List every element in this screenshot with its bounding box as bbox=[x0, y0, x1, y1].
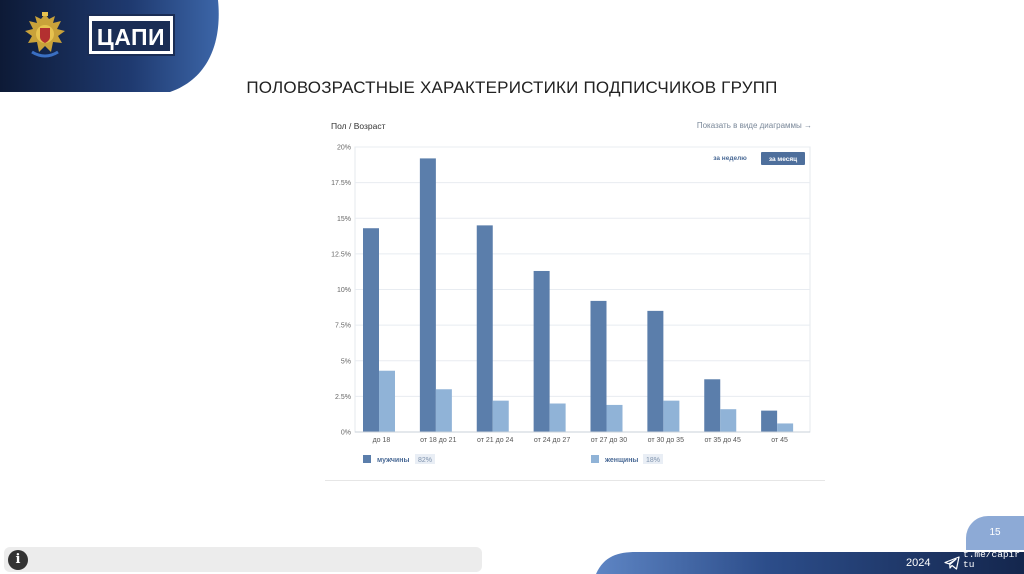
bar-female bbox=[777, 423, 794, 432]
legend-swatch bbox=[591, 455, 599, 463]
x-tick-label: от 21 до 24 bbox=[477, 437, 513, 444]
y-tick-label: 20% bbox=[337, 145, 351, 152]
coat-of-arms-emblem bbox=[25, 12, 65, 58]
age-sex-bar-chart: 0% 2.5% 5% 7.5% 10% 12.5% 15% 17.5% 20% за неделю… bbox=[331, 145, 811, 464]
y-tick-label: 2.5% bbox=[335, 394, 351, 401]
panel-title: Пол / Возраст bbox=[331, 121, 386, 131]
telegram-channel-link[interactable]: t.me/capirtu bbox=[963, 549, 1021, 570]
show-as-diagram-link[interactable]: Показать в виде диаграммы → bbox=[696, 121, 812, 130]
bar-female bbox=[720, 409, 737, 432]
legend-share-badge bbox=[415, 454, 435, 464]
page-number: 15 bbox=[966, 516, 1024, 550]
period-week-button[interactable]: за неделю bbox=[713, 155, 747, 162]
legend-label[interactable]: мужчины bbox=[377, 457, 409, 464]
bar-female bbox=[379, 370, 395, 432]
y-tick-label: 7.5% bbox=[335, 323, 351, 330]
y-tick-label: 15% bbox=[337, 216, 351, 223]
x-tick-label: от 45 bbox=[771, 437, 788, 444]
x-tick-label: до 18 bbox=[373, 437, 391, 444]
x-tick-label: от 35 до 45 bbox=[705, 437, 741, 444]
bar-male bbox=[533, 270, 550, 432]
footer-band-shape bbox=[596, 552, 1024, 574]
legend-share-value: 18% bbox=[646, 457, 660, 464]
footer-year: 2024 bbox=[906, 557, 931, 569]
y-tick-label: 5% bbox=[341, 358, 351, 365]
bar-male bbox=[761, 410, 778, 432]
legend-swatch bbox=[363, 455, 371, 463]
telegram-icon[interactable] bbox=[944, 556, 960, 570]
capi-logo-text: ЦАПИ bbox=[96, 24, 166, 50]
chart-panel: Пол / Возраст Показать в виде диаграммы … bbox=[325, 112, 825, 481]
bar-male bbox=[476, 225, 493, 432]
bar-male bbox=[647, 310, 664, 432]
legend-share-badge bbox=[643, 454, 663, 464]
info-bar bbox=[4, 547, 482, 572]
legend-label[interactable]: женщины bbox=[604, 457, 638, 464]
bar-male bbox=[590, 300, 607, 432]
x-tick-label: от 27 до 30 bbox=[591, 437, 627, 444]
bar-male bbox=[704, 379, 721, 432]
bar-female bbox=[549, 403, 566, 432]
y-tick-label: 17.5% bbox=[331, 180, 351, 187]
bar-female bbox=[606, 404, 623, 432]
y-tick-label: 10% bbox=[337, 287, 351, 294]
legend-share-value: 82% bbox=[418, 457, 432, 464]
info-icon[interactable]: i bbox=[8, 550, 28, 570]
bar-female bbox=[663, 400, 680, 432]
slide-title: ПОЛОВОЗРАСТНЫЕ ХАРАКТЕРИСТИКИ ПОДПИСЧИКО… bbox=[246, 78, 778, 97]
x-tick-label: от 24 до 27 bbox=[534, 437, 570, 444]
capi-logo: ЦАПИ bbox=[87, 14, 175, 56]
bar-female bbox=[435, 389, 452, 432]
bar-female bbox=[492, 400, 509, 432]
bar-male bbox=[419, 158, 436, 432]
period-month-label: за месяц bbox=[769, 156, 797, 163]
y-tick-label: 12.5% bbox=[331, 251, 351, 258]
period-month-button[interactable] bbox=[761, 152, 805, 165]
x-tick-label: от 18 до 21 bbox=[420, 437, 456, 444]
bar-male bbox=[363, 228, 379, 432]
x-tick-label: от 30 до 35 bbox=[648, 437, 684, 444]
y-tick-label: 0% bbox=[341, 430, 351, 437]
